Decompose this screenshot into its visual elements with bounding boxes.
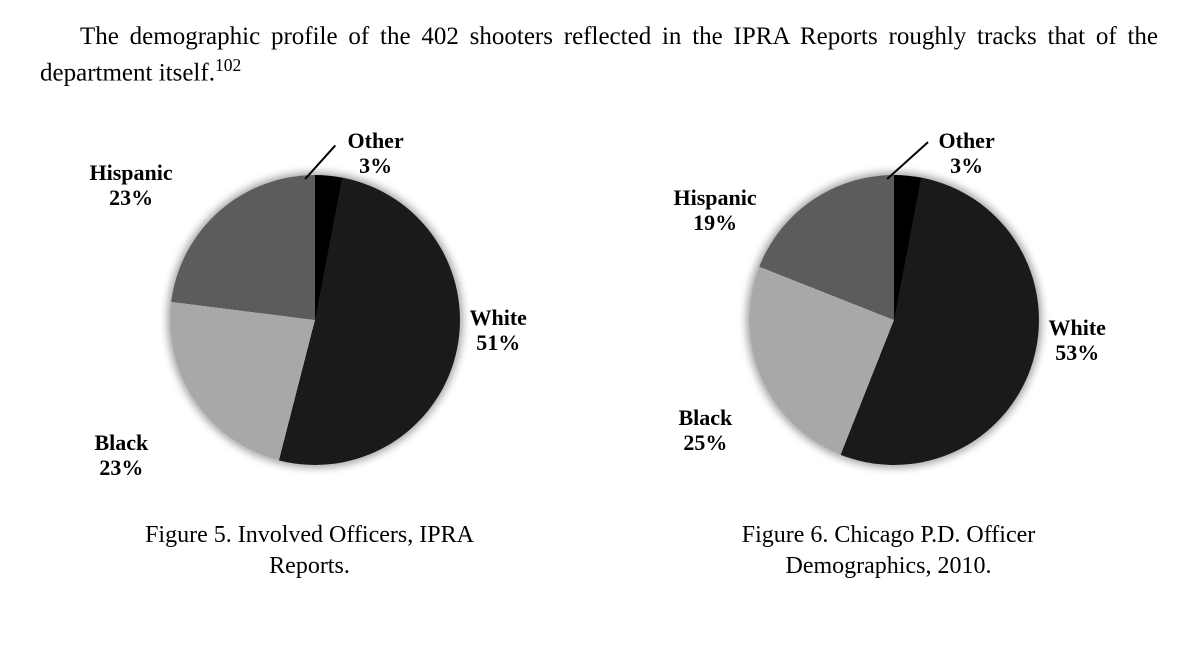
- pie-right: [749, 175, 1039, 465]
- chart-area-left: Other 3% Hispanic 23% White 51% Black 23…: [60, 130, 560, 510]
- caption-right: Figure 6. Chicago P.D. Officer Demograph…: [742, 520, 1036, 582]
- label-other-right: Other 3%: [939, 128, 995, 179]
- label-black-left: Black 23%: [95, 430, 149, 481]
- chart-panel-left: Other 3% Hispanic 23% White 51% Black 23…: [40, 130, 579, 582]
- label-black-right: Black 25%: [679, 405, 733, 456]
- label-white-left: White 51%: [470, 305, 527, 356]
- intro-paragraph: The demographic profile of the 402 shoot…: [40, 20, 1158, 90]
- leader-other-right: [886, 141, 928, 179]
- label-other-left: Other 3%: [348, 128, 404, 179]
- footnote-marker: 102: [215, 55, 241, 75]
- charts-row: Other 3% Hispanic 23% White 51% Black 23…: [40, 130, 1158, 582]
- leader-other-left: [304, 145, 335, 179]
- chart-area-right: Other 3% Hispanic 19% White 53% Black 25…: [639, 130, 1139, 510]
- caption-left: Figure 5. Involved Officers, IPRA Report…: [145, 520, 474, 582]
- pie-left: [170, 175, 460, 465]
- intro-text: The demographic profile of the 402 shoot…: [40, 23, 1158, 86]
- label-white-right: White 53%: [1049, 315, 1106, 366]
- chart-panel-right: Other 3% Hispanic 19% White 53% Black 25…: [619, 130, 1158, 582]
- label-hispanic-left: Hispanic 23%: [90, 160, 173, 211]
- label-hispanic-right: Hispanic 19%: [674, 185, 757, 236]
